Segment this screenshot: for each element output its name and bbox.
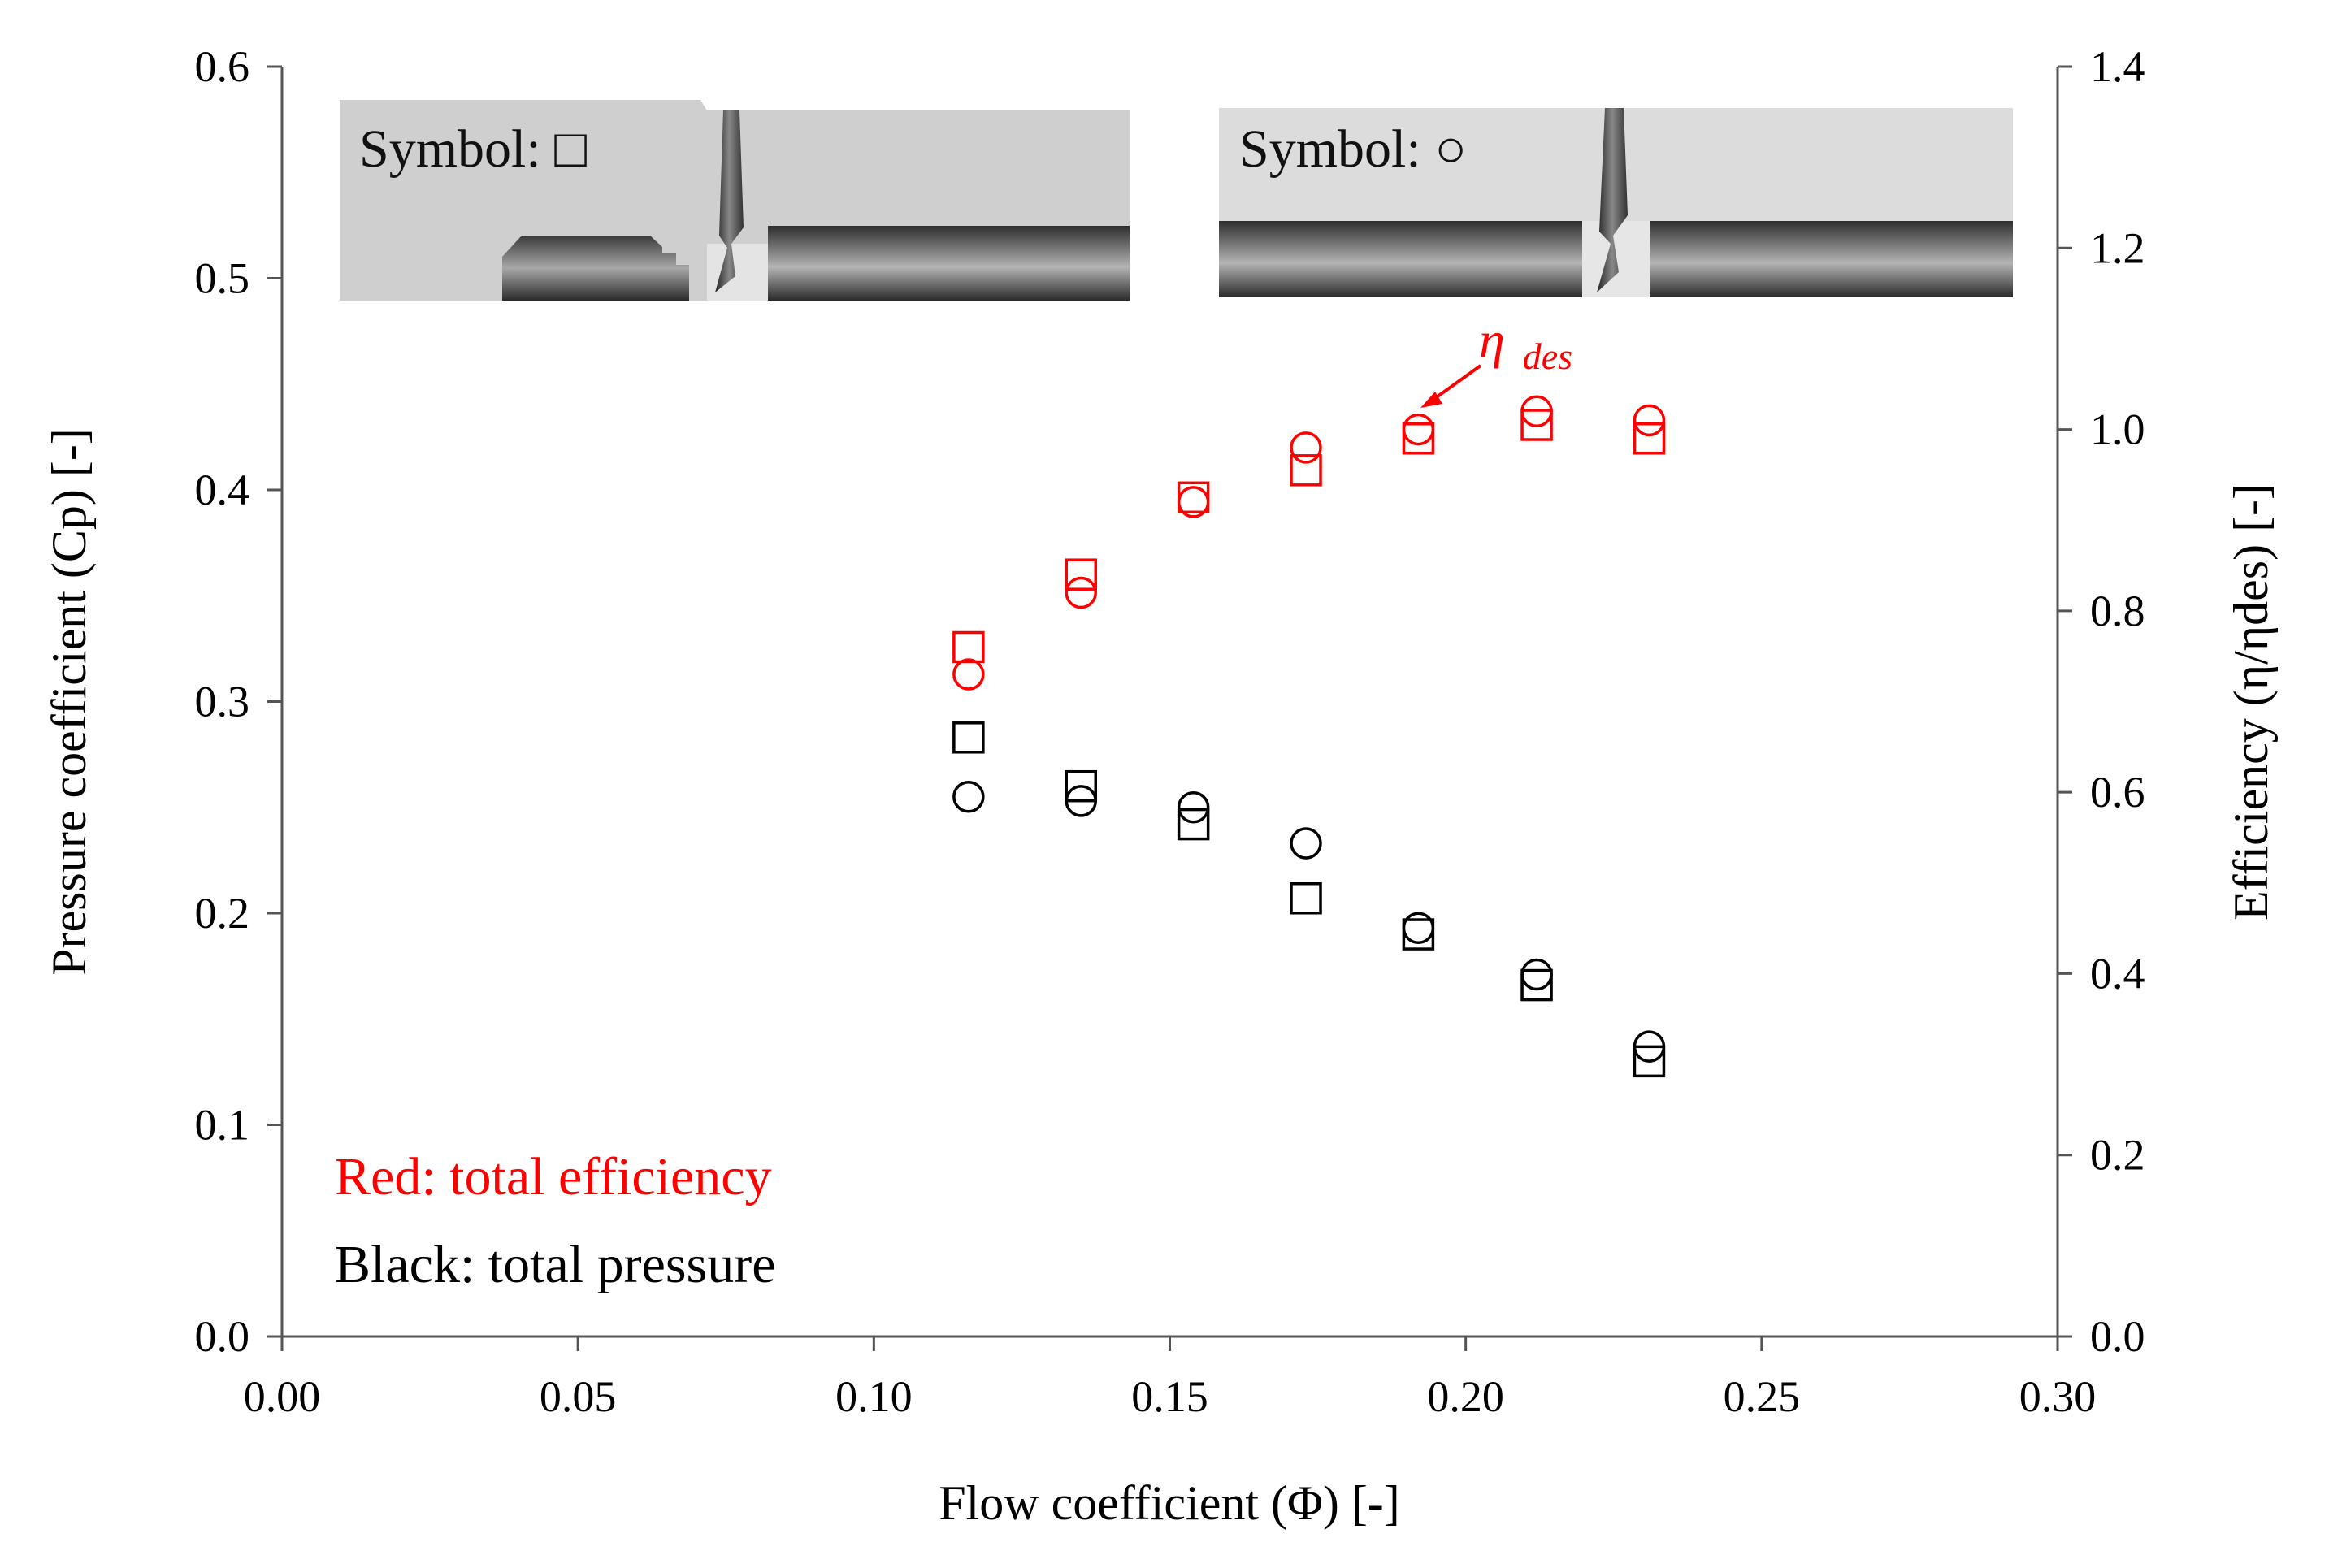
x-tick-label: 0.20 (1427, 1372, 1504, 1421)
x-tick-label: 0.05 (540, 1372, 617, 1421)
data-point-circle (1290, 827, 1322, 860)
legend-red-label: Red: total efficiency (335, 1147, 772, 1206)
data-point-circle (1065, 785, 1097, 817)
right-axis-ticks: 0.0 0.2 0.4 0.6 0.8 1.0 1.2 1.4 (2058, 42, 2145, 1361)
eta-des-annotation: η des (1420, 311, 1572, 408)
series-pressure-square (952, 721, 1666, 1078)
data-point-square (1402, 918, 1435, 951)
eta-des-label: η des (1479, 311, 1572, 377)
left-y-tick-label: 0.6 (195, 42, 250, 91)
x-tick-label: 0.10 (835, 1372, 913, 1421)
data-point-square (1633, 1045, 1666, 1078)
data-point-circle (1402, 413, 1435, 446)
data-point-circle (1065, 576, 1097, 609)
data-point-square (952, 721, 985, 754)
data-point-circle (952, 780, 985, 813)
inset-right-shaft-right (1650, 221, 2013, 297)
inset-right-label: Symbol: ○ (1239, 119, 1467, 179)
data-point-square (1402, 422, 1435, 455)
eta-des-arrow-line (1430, 364, 1482, 402)
right-y-tick-label: 0.0 (2090, 1312, 2145, 1361)
data-point-circle (1633, 404, 1666, 437)
inset-left-blade (715, 110, 744, 292)
eta-des-symbol: η (1479, 311, 1505, 369)
left-axis-title: Pressure coefficient (Cp) [-] (42, 428, 96, 976)
left-y-tick-label: 0.5 (195, 254, 250, 303)
legend: Red: total efficiency Black: total press… (335, 1147, 776, 1294)
eta-des-subscript: des (1523, 336, 1572, 377)
right-axis-title: Efficiency (η/ηdes) [-] (2224, 483, 2278, 920)
x-axis-ticks: 0.00 0.05 0.10 0.15 0.20 0.25 0.30 (244, 1336, 2097, 1421)
data-point-circle (1520, 958, 1553, 991)
data-point-square (1290, 882, 1322, 915)
series-pressure-circle (952, 780, 1666, 1063)
inset-right: Symbol: ○ (1219, 108, 2013, 297)
data-point-square (952, 630, 985, 664)
right-y-tick-label: 0.6 (2090, 768, 2145, 816)
data-point-circle (1177, 791, 1210, 824)
inset-left-hub (502, 236, 689, 301)
left-y-tick-label: 0.3 (195, 678, 250, 726)
left-y-tick-label: 0.2 (195, 889, 250, 938)
series-efficiency-circle (952, 395, 1666, 691)
right-y-tick-label: 1.2 (2090, 223, 2145, 272)
data-point-square (1065, 558, 1097, 591)
right-y-tick-label: 0.8 (2090, 587, 2145, 635)
inset-left-label: Symbol: □ (359, 119, 587, 179)
x-tick-label: 0.30 (2019, 1372, 2097, 1421)
inset-left: Symbol: □ (340, 100, 1130, 301)
left-y-tick-label: 0.0 (195, 1312, 250, 1361)
inset-left-gap (707, 244, 768, 301)
data-point-circle (1290, 431, 1322, 464)
inset-left-shaft (768, 226, 1130, 301)
right-y-tick-label: 0.4 (2090, 949, 2145, 998)
eta-des-arrowhead (1420, 392, 1442, 408)
right-y-tick-label: 1.0 (2090, 405, 2145, 454)
data-point-circle (952, 658, 985, 691)
data-point-square (1520, 409, 1553, 441)
x-axis-title: Flow coefficient (Φ) [-] (939, 1476, 1400, 1530)
inset-right-blade (1597, 108, 1628, 292)
right-y-tick-label: 1.4 (2090, 42, 2145, 91)
data-markers (952, 395, 1666, 1078)
legend-black-label: Black: total pressure (335, 1235, 776, 1294)
data-point-square (1290, 454, 1322, 487)
data-point-square (1520, 968, 1553, 1002)
data-point-circle (1177, 486, 1210, 518)
x-tick-label: 0.00 (244, 1372, 321, 1421)
inset-right-shaft-left (1219, 221, 1582, 297)
series-efficiency-square (952, 409, 1666, 664)
right-y-tick-label: 0.2 (2090, 1131, 2145, 1180)
x-tick-label: 0.25 (1724, 1372, 1801, 1421)
left-axis-ticks: 0.0 0.1 0.2 0.3 0.4 0.5 0.6 (195, 42, 282, 1361)
inset-left-casing-step (700, 100, 1130, 110)
data-point-circle (1402, 912, 1435, 944)
data-point-square (1065, 769, 1097, 803)
left-y-tick-label: 0.1 (195, 1101, 250, 1150)
data-point-square (1633, 422, 1666, 455)
data-point-circle (1633, 1030, 1666, 1063)
x-tick-label: 0.15 (1131, 1372, 1208, 1421)
data-point-circle (1520, 395, 1553, 427)
left-y-tick-label: 0.4 (195, 466, 250, 514)
data-point-square (1177, 808, 1210, 841)
